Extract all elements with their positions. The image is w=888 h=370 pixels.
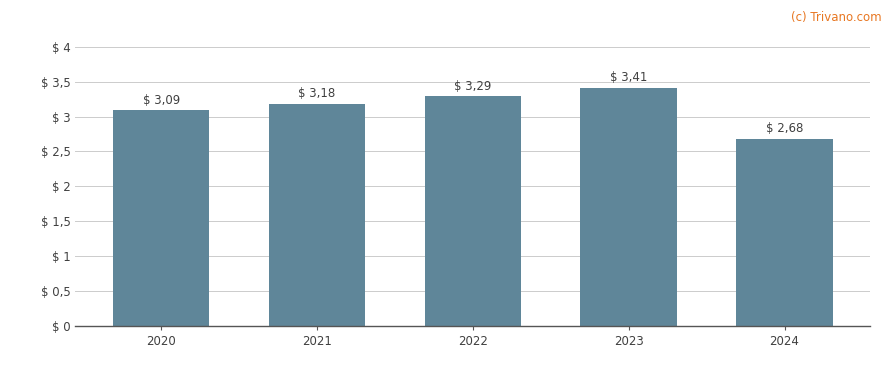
Bar [269, 104, 365, 326]
Bar [736, 139, 833, 326]
Bar [424, 96, 521, 326]
Text: $ 2,68: $ 2,68 [765, 122, 804, 135]
Text: $ 3,29: $ 3,29 [454, 80, 492, 93]
Bar [113, 110, 210, 326]
Text: (c) Trivano.com: (c) Trivano.com [791, 11, 882, 24]
Text: $ 3,18: $ 3,18 [298, 87, 336, 101]
Text: $ 3,09: $ 3,09 [143, 94, 179, 107]
Bar [581, 88, 677, 326]
Text: $ 3,41: $ 3,41 [610, 71, 647, 84]
